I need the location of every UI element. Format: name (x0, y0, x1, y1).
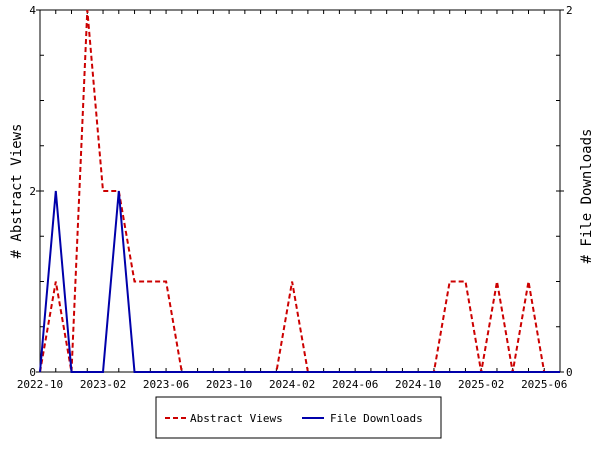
x-tick-label: 2022-10 (17, 378, 63, 391)
left-y-tick-label: 4 (29, 4, 36, 17)
legend-label-file-downloads: File Downloads (330, 412, 423, 425)
right-y-tick-label: 0 (566, 366, 573, 379)
x-tick-label: 2024-02 (269, 378, 315, 391)
x-tick-label: 2024-06 (332, 378, 378, 391)
x-tick-label: 2023-02 (80, 378, 126, 391)
right-y-tick-label: 2 (566, 4, 573, 17)
x-tick-label: 2025-06 (521, 378, 567, 391)
series-line-file-downloads (39, 190, 560, 373)
x-tick-label: 2023-10 (206, 378, 252, 391)
legend-box (155, 396, 442, 439)
left-y-tick-label: 0 (29, 366, 36, 379)
left-y-axis-ticks: 0 2 4 (29, 4, 44, 379)
left-y-axis-title: # Abstract Views (9, 124, 25, 259)
series-line-abstract-views (39, 9, 560, 373)
x-tick-label: 2024-10 (395, 378, 441, 391)
right-y-axis-title: # File Downloads (579, 129, 595, 264)
legend: Abstract Views File Downloads (155, 396, 442, 439)
right-y-axis-ticks: 02 (556, 4, 573, 379)
x-tick-label: 2025-02 (458, 378, 504, 391)
left-y-tick-label: 2 (29, 185, 36, 198)
x-tick-label: 2023-06 (143, 378, 189, 391)
series-layer (39, 9, 560, 373)
legend-label-abstract-views: Abstract Views (190, 412, 283, 425)
x-axis-ticks: 2022-10 2023-02 2023-06 2023-10 2024-02 2024-… (17, 10, 567, 391)
